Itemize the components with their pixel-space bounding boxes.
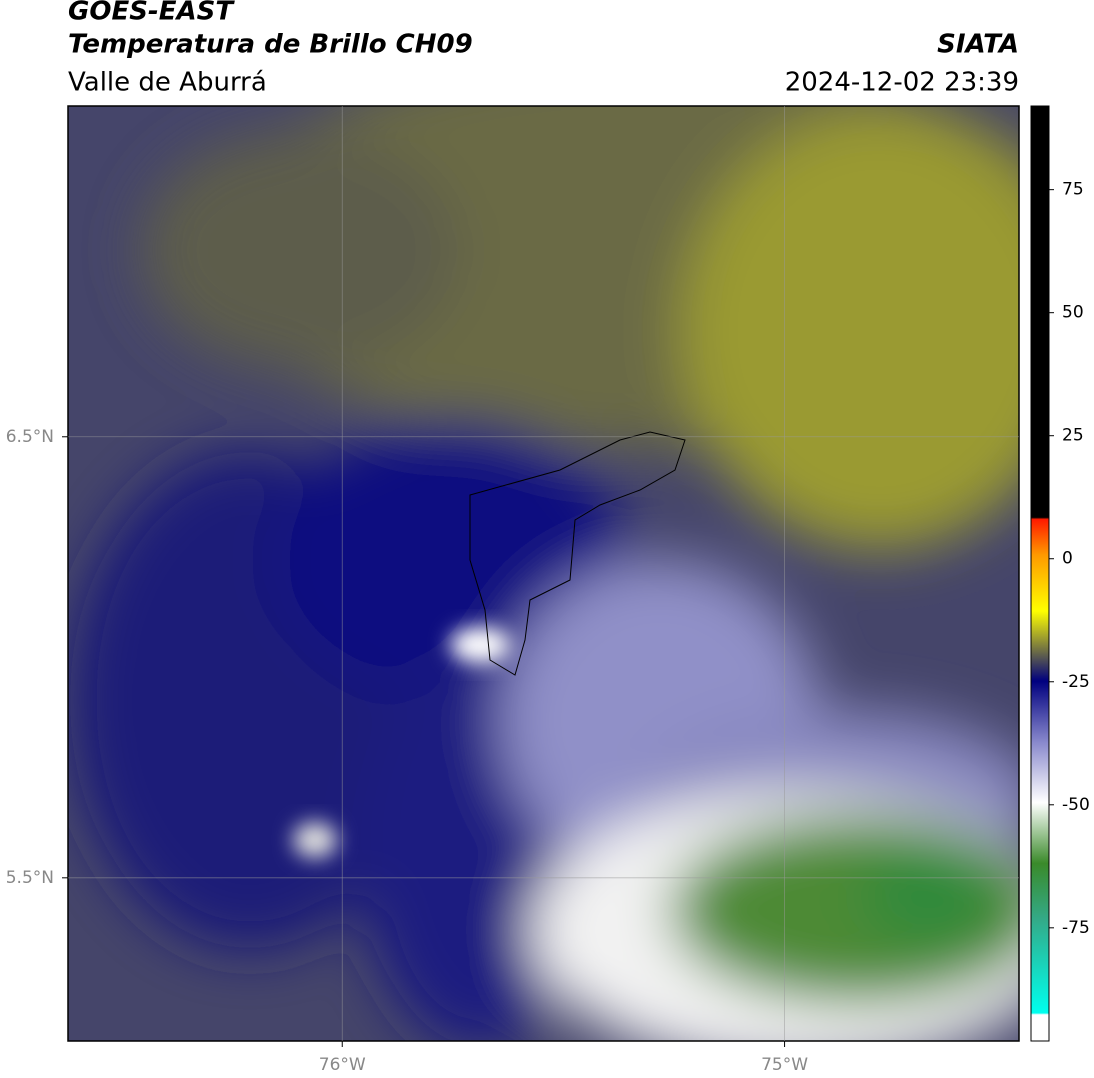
colorbar-tick-label: 25 bbox=[1062, 426, 1084, 446]
x-tick-label: 76°W bbox=[319, 1055, 366, 1075]
map-frame bbox=[67, 105, 1020, 1042]
region: Valle de Aburrá bbox=[68, 68, 267, 98]
valley-outline bbox=[469, 431, 686, 676]
colorbar-tick-label: 0 bbox=[1062, 549, 1073, 569]
colorbar bbox=[1030, 105, 1050, 1042]
timestamp: 2024-12-02 23:39 bbox=[785, 68, 1019, 98]
source: SIATA bbox=[937, 30, 1019, 60]
satellite-image bbox=[68, 106, 1019, 1041]
subtitle: Temperatura de Brillo CH09 bbox=[68, 30, 473, 60]
colorbar-tick-label: 75 bbox=[1062, 180, 1084, 200]
colorbar-tick-label: -25 bbox=[1062, 672, 1090, 692]
title: GOES-EAST bbox=[68, 0, 235, 27]
colorbar-tick-label: -50 bbox=[1062, 795, 1090, 815]
colorbar-tick-label: 50 bbox=[1062, 303, 1084, 323]
y-tick-label: 5.5°N bbox=[6, 868, 54, 888]
colorbar-tick-label: -75 bbox=[1062, 918, 1090, 938]
y-tick-label: 6.5°N bbox=[6, 427, 54, 447]
x-tick-label: 75°W bbox=[761, 1055, 808, 1075]
